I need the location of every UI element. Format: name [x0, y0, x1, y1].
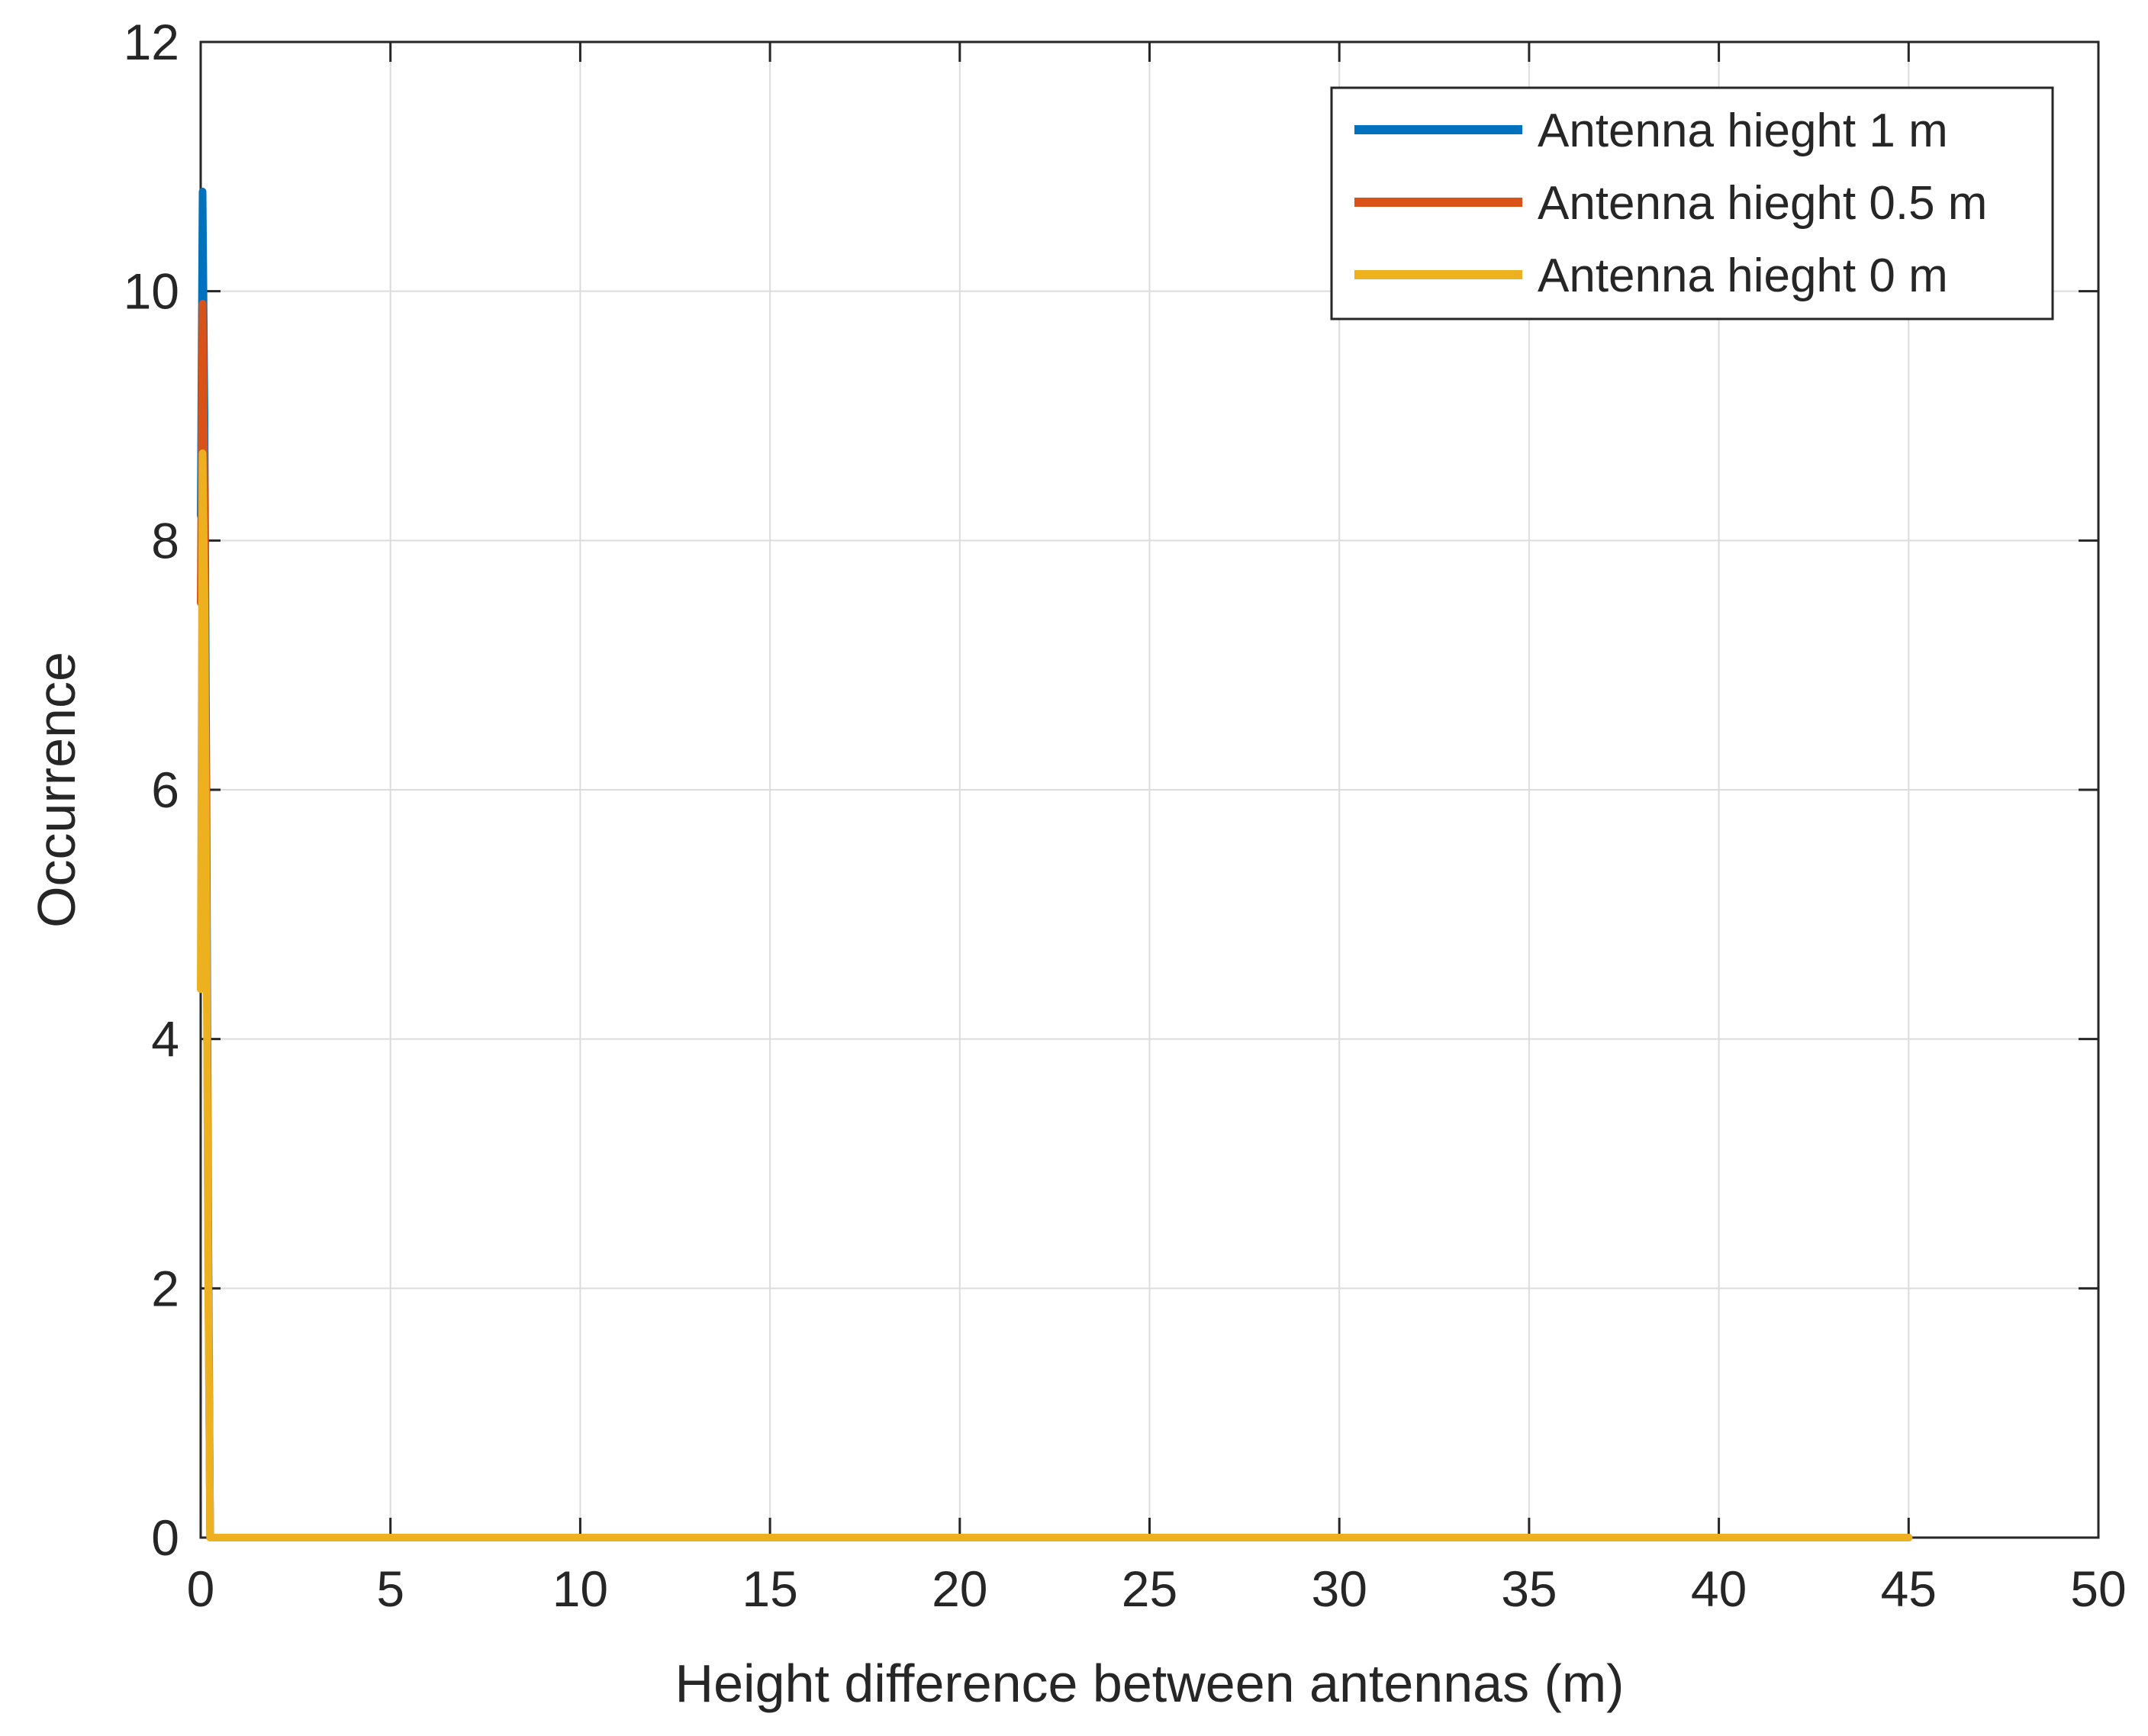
- axis-ticks: 0 5 10 15 20 25 30 35 40 45 50 0 2 4 6 8 10 12: [124, 14, 2127, 1617]
- y-tick-label: 8: [151, 512, 179, 568]
- y-tick-label: 4: [151, 1011, 179, 1068]
- x-tick-label: 35: [1501, 1560, 1557, 1617]
- legend[interactable]: Antenna hieght 1 m Antenna hieght 0.5 m An…: [1330, 86, 2054, 320]
- x-tick-label: 30: [1311, 1560, 1367, 1617]
- x-tick-label: 10: [552, 1560, 608, 1617]
- y-tick-label: 12: [124, 14, 179, 70]
- legend-label: Antenna hieght 0.5 m: [1538, 177, 1987, 230]
- y-tick-label: 0: [151, 1509, 179, 1566]
- y-tick-label: 10: [124, 263, 179, 320]
- series-line-3: [197, 449, 1913, 1541]
- x-tick-label: 45: [1881, 1560, 1937, 1617]
- x-tick-label: 5: [376, 1560, 404, 1617]
- legend-label: Antenna hieght 0 m: [1538, 250, 1948, 302]
- series-lines: [197, 188, 1913, 1541]
- x-tick-label: 25: [1122, 1560, 1177, 1617]
- x-tick-label: 50: [2070, 1560, 2126, 1617]
- y-axis-label: Occurrence: [27, 652, 86, 928]
- legend-entry-2[interactable]: Antenna hieght 0.5 m: [1354, 177, 1987, 230]
- y-tick-label: 2: [151, 1260, 179, 1316]
- x-tick-label: 40: [1691, 1560, 1747, 1617]
- legend-label: Antenna hieght 1 m: [1538, 105, 1948, 157]
- x-tick-label: 0: [187, 1560, 215, 1617]
- x-tick-label: 20: [932, 1560, 987, 1617]
- x-tick-label: 15: [742, 1560, 797, 1617]
- y-tick-label: 6: [151, 762, 179, 818]
- legend-entry-3[interactable]: Antenna hieght 0 m: [1354, 250, 1948, 302]
- legend-entry-1[interactable]: Antenna hieght 1 m: [1354, 105, 1948, 157]
- x-axis-label: Height difference between antennas (m): [675, 1654, 1625, 1713]
